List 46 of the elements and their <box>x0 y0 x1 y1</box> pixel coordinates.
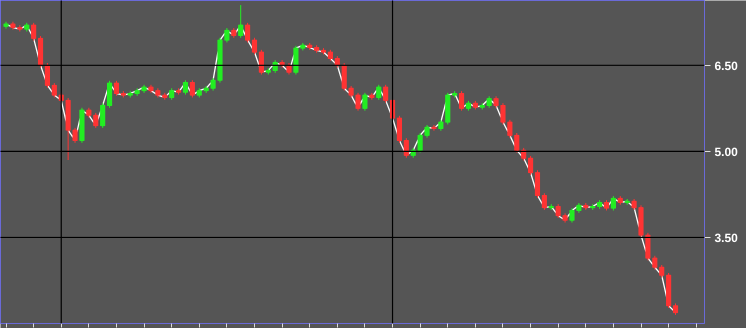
candlestick <box>438 119 444 132</box>
candlestick <box>672 302 678 316</box>
candlestick <box>383 84 388 104</box>
candlestick <box>252 37 258 55</box>
candlestick <box>238 4 244 38</box>
candlestick <box>528 155 534 176</box>
y-tick-label: 3.50 <box>714 230 738 245</box>
candlestick <box>258 49 264 76</box>
candlestick <box>106 80 112 108</box>
candlestick <box>72 127 78 144</box>
candlestick <box>376 84 382 100</box>
candlestick <box>182 80 188 96</box>
candlestick <box>493 96 499 108</box>
candlestick <box>231 28 236 38</box>
candlestick <box>355 92 361 112</box>
candlestick <box>604 200 610 211</box>
candlestick <box>404 138 409 158</box>
candlestick <box>610 196 616 211</box>
candlestick <box>190 80 195 98</box>
candlestick <box>500 102 506 125</box>
candlestick <box>396 115 402 144</box>
candlestick <box>562 212 568 224</box>
candlestick <box>632 198 637 210</box>
candlestick <box>245 22 250 43</box>
candlestick <box>486 96 492 108</box>
candlestick <box>507 119 512 138</box>
candlestick <box>31 22 36 42</box>
candlestick <box>196 88 202 98</box>
candlestick <box>576 202 582 214</box>
candlestick <box>100 102 106 128</box>
candlestick <box>328 49 333 62</box>
candlestick <box>44 62 50 88</box>
candlestick <box>569 208 575 224</box>
candlestick <box>556 204 561 218</box>
candlestick <box>458 90 464 112</box>
candlestick <box>169 88 174 100</box>
candlestick <box>534 170 540 198</box>
candlestick <box>542 192 547 210</box>
candlestick <box>362 92 368 112</box>
candlestick <box>224 28 230 43</box>
y-tick-label: 6.50 <box>714 58 738 73</box>
y-tick-label: 5.00 <box>714 144 738 159</box>
candlestick <box>424 124 430 138</box>
candlestick <box>114 80 120 96</box>
candlestick <box>466 100 472 112</box>
candlestick <box>210 77 216 92</box>
